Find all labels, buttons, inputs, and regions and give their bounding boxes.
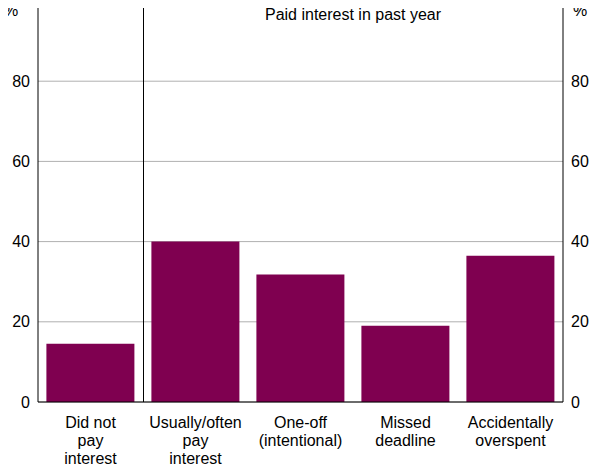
svg-text:Did notpayinterest: Did notpayinterest	[64, 414, 117, 467]
svg-text:60: 60	[12, 153, 30, 170]
svg-text:0: 0	[21, 394, 30, 411]
svg-text:20: 20	[571, 313, 589, 330]
svg-text:Usually/oftenpayinterest: Usually/oftenpayinterest	[149, 414, 242, 467]
svg-text:60: 60	[571, 153, 589, 170]
svg-text:80: 80	[12, 73, 30, 90]
svg-text:40: 40	[571, 233, 589, 250]
svg-text:40: 40	[12, 233, 30, 250]
svg-text:One-off(intentional): One-off(intentional)	[259, 414, 343, 449]
svg-text:20: 20	[12, 313, 30, 330]
svg-text:80: 80	[571, 73, 589, 90]
svg-text:0: 0	[571, 394, 580, 411]
svg-text:Misseddeadline: Misseddeadline	[375, 414, 436, 449]
svg-text:Accidentallyoverspent: Accidentallyoverspent	[468, 414, 553, 449]
html-text:Paid interest in past year: Paid interest in past year	[265, 6, 441, 23]
